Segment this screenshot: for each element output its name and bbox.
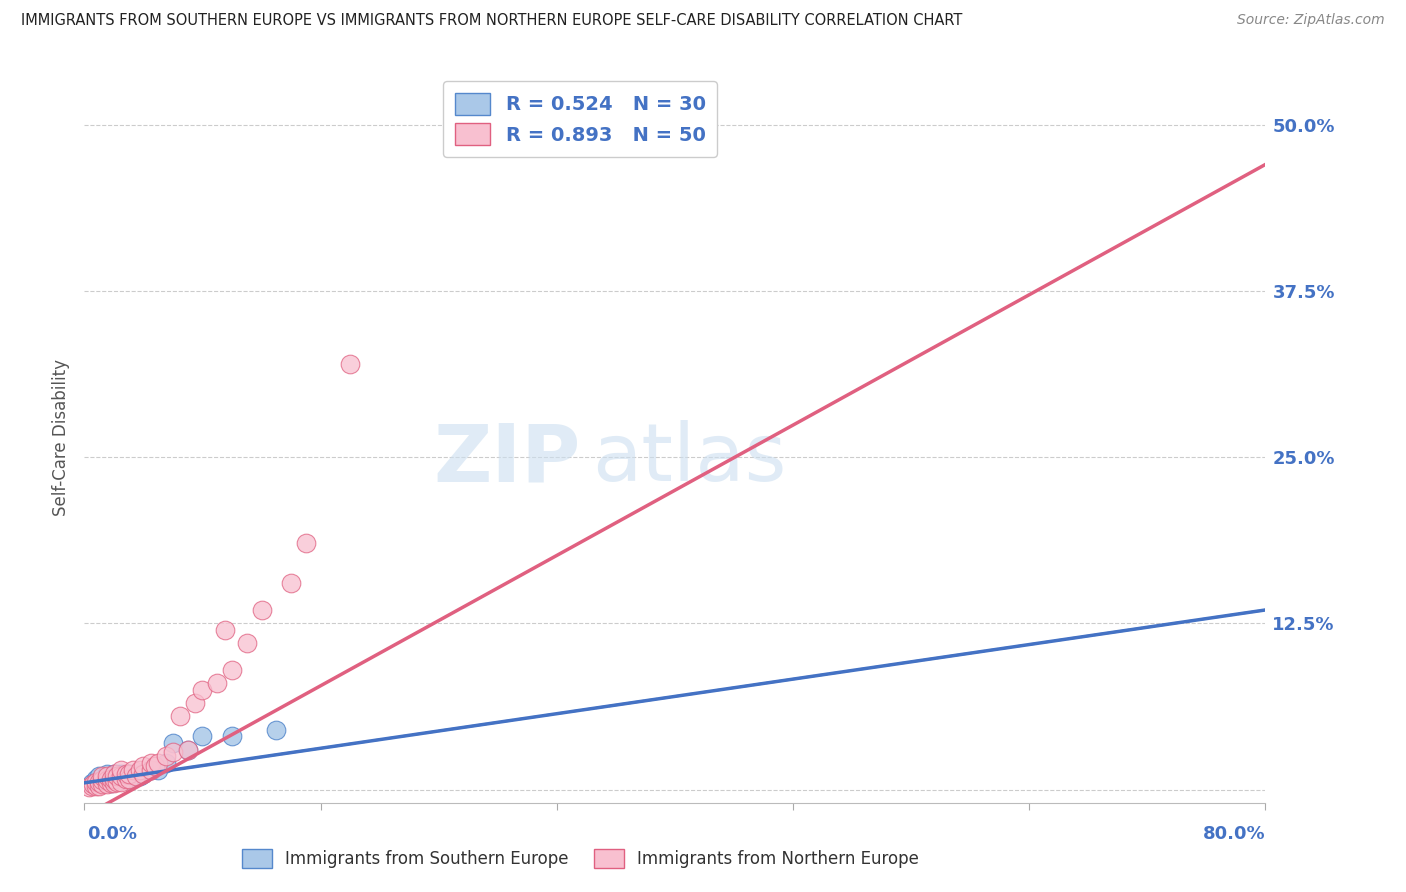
Text: 80.0%: 80.0% bbox=[1202, 825, 1265, 843]
Point bbox=[84, 772, 107, 786]
Point bbox=[250, 603, 273, 617]
Text: atlas: atlas bbox=[592, 420, 786, 498]
Point bbox=[280, 576, 302, 591]
Point bbox=[169, 709, 191, 723]
Point bbox=[91, 773, 114, 788]
Point bbox=[96, 777, 118, 791]
Point bbox=[148, 756, 170, 770]
Point bbox=[80, 779, 103, 793]
Point bbox=[110, 766, 132, 780]
Point bbox=[103, 766, 125, 780]
Point bbox=[103, 772, 125, 786]
Point bbox=[110, 772, 132, 786]
Point bbox=[155, 756, 177, 770]
Point bbox=[205, 676, 228, 690]
Point bbox=[100, 776, 122, 790]
Point bbox=[191, 729, 214, 743]
Point bbox=[96, 773, 118, 788]
Point bbox=[214, 623, 236, 637]
Point bbox=[100, 769, 122, 783]
Point bbox=[118, 772, 141, 786]
Point bbox=[221, 729, 243, 743]
Point bbox=[87, 779, 111, 793]
Point bbox=[87, 769, 111, 783]
Point bbox=[103, 766, 125, 780]
Point bbox=[100, 772, 122, 786]
Point bbox=[162, 736, 184, 750]
Point bbox=[87, 774, 111, 789]
Point bbox=[155, 749, 177, 764]
Point bbox=[96, 766, 118, 780]
Point bbox=[77, 780, 100, 794]
Point bbox=[105, 769, 128, 783]
Point bbox=[91, 769, 114, 783]
Text: Source: ZipAtlas.com: Source: ZipAtlas.com bbox=[1237, 13, 1385, 28]
Point bbox=[110, 769, 132, 783]
Legend: Immigrants from Southern Europe, Immigrants from Northern Europe: Immigrants from Southern Europe, Immigra… bbox=[235, 842, 925, 875]
Point bbox=[114, 772, 136, 786]
Point bbox=[84, 774, 107, 789]
Point bbox=[110, 774, 132, 789]
Point bbox=[132, 766, 155, 780]
Point bbox=[295, 536, 318, 550]
Point bbox=[148, 763, 170, 777]
Point bbox=[132, 758, 155, 772]
Point bbox=[84, 779, 107, 793]
Point bbox=[118, 766, 141, 780]
Point bbox=[103, 772, 125, 786]
Point bbox=[177, 742, 200, 756]
Point bbox=[105, 772, 128, 786]
Text: 0.0%: 0.0% bbox=[87, 825, 138, 843]
Point bbox=[91, 777, 114, 791]
Point bbox=[100, 776, 122, 790]
Point bbox=[105, 766, 128, 780]
Point bbox=[121, 769, 143, 783]
Point bbox=[132, 766, 155, 780]
Text: ZIP: ZIP bbox=[433, 420, 581, 498]
Point bbox=[114, 769, 136, 783]
Point bbox=[96, 769, 118, 783]
Point bbox=[143, 758, 166, 772]
Y-axis label: Self-Care Disability: Self-Care Disability bbox=[52, 359, 70, 516]
Point bbox=[103, 776, 125, 790]
Point bbox=[105, 774, 128, 789]
Point bbox=[162, 745, 184, 759]
Point bbox=[184, 696, 207, 710]
Point bbox=[125, 766, 148, 780]
Point bbox=[118, 772, 141, 786]
Point bbox=[114, 766, 136, 780]
Point bbox=[264, 723, 288, 737]
Point bbox=[118, 766, 141, 780]
Point bbox=[122, 763, 145, 777]
Point bbox=[125, 769, 148, 783]
Point bbox=[96, 772, 118, 786]
Point bbox=[191, 682, 214, 697]
Point bbox=[339, 357, 361, 371]
Point bbox=[82, 777, 104, 791]
Point bbox=[235, 636, 259, 650]
Point bbox=[129, 763, 152, 777]
Point bbox=[139, 756, 162, 770]
Point bbox=[129, 769, 152, 783]
Point bbox=[221, 663, 243, 677]
Point bbox=[91, 776, 114, 790]
Point bbox=[177, 742, 200, 756]
Point bbox=[80, 776, 103, 790]
Point bbox=[139, 763, 162, 777]
Point bbox=[110, 763, 132, 777]
Point bbox=[87, 776, 111, 790]
Point bbox=[139, 763, 162, 777]
Text: IMMIGRANTS FROM SOUTHERN EUROPE VS IMMIGRANTS FROM NORTHERN EUROPE SELF-CARE DIS: IMMIGRANTS FROM SOUTHERN EUROPE VS IMMIG… bbox=[21, 13, 963, 29]
